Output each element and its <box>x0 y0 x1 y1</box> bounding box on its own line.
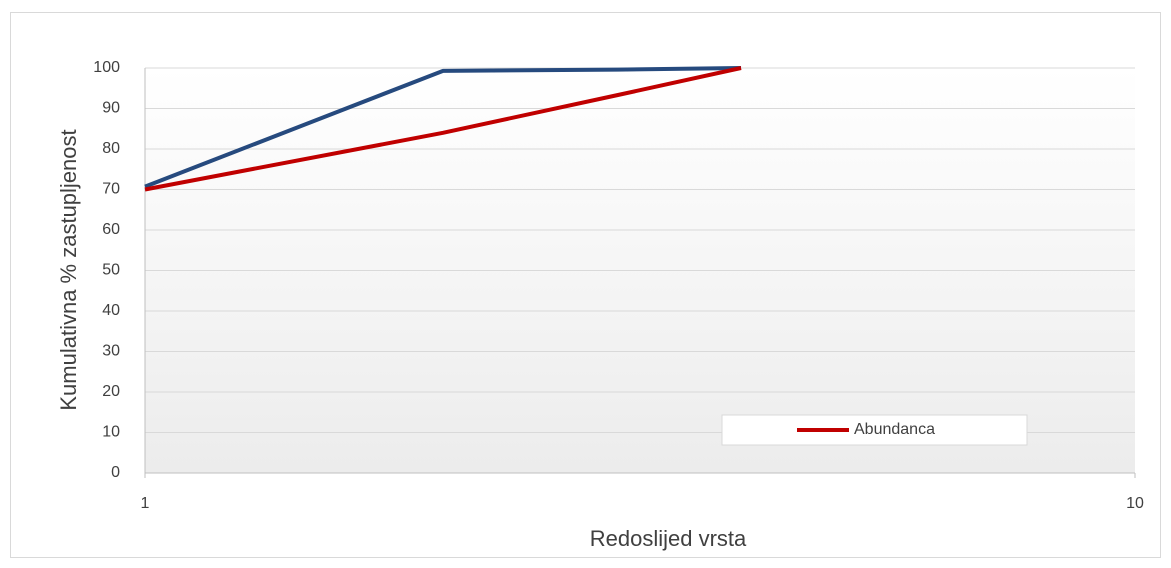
legend-label: Abundanca <box>854 421 935 438</box>
y-tick-label: 90 <box>102 100 120 117</box>
y-tick-label: 0 <box>111 464 120 481</box>
y-axis-label: Kumulativna % zastupljenost <box>56 129 81 410</box>
y-tick-label: 60 <box>102 221 120 238</box>
y-tick-label: 10 <box>102 424 120 441</box>
y-tick-label: 80 <box>102 140 120 157</box>
x-axis-label: Redoslijed vrsta <box>590 526 747 551</box>
x-tick-label: 1 <box>141 495 150 512</box>
y-tick-label: 20 <box>102 383 120 400</box>
y-tick-label: 70 <box>102 181 120 198</box>
line <box>144 66 742 189</box>
y-tick-label: 40 <box>102 302 120 319</box>
y-tick-label: 100 <box>93 59 120 76</box>
legend-box <box>721 414 1028 446</box>
line <box>144 66 742 192</box>
y-tick-label: 50 <box>102 262 120 279</box>
x-tick-label: 10 <box>1126 495 1144 512</box>
y-tick-label: 30 <box>102 343 120 360</box>
